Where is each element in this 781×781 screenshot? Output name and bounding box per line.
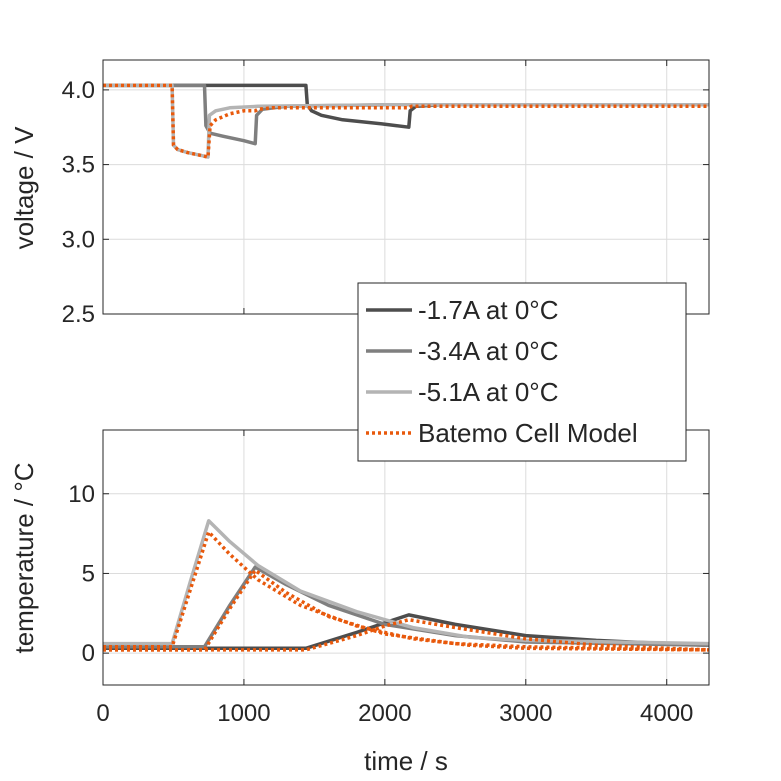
legend-label-2: -3.4A at 0°C	[418, 336, 558, 366]
voltage-plot: 2.5 3.0 3.5 4.0	[62, 59, 710, 328]
temperature-series-4	[103, 530, 710, 652]
temperature-xtick-label: 0	[96, 700, 109, 727]
time-xlabel: time / s	[364, 746, 448, 776]
temperature-plot: 0 5 10 0 1000 2000 3000 4000	[68, 429, 710, 727]
voltage-ytick-label: 4.0	[62, 77, 95, 104]
temperature-series-5	[103, 568, 710, 652]
voltage-ylabel: voltage / V	[9, 126, 39, 250]
temperature-xtick-label: 2000	[358, 700, 411, 727]
legend-box	[357, 282, 687, 462]
temperature-xtick-label: 1000	[217, 700, 270, 727]
temperature-xtick-label: 3000	[499, 700, 552, 727]
voltage-series-4	[103, 83, 709, 159]
temperature-ytick-label: 0	[82, 640, 95, 667]
voltage-plot-area	[103, 60, 709, 314]
legend: -1.7A at 0°C -3.4A at 0°C -5.1A at 0°C Bate…	[357, 282, 687, 462]
temperature-ylabel: temperature / °C	[9, 462, 39, 653]
temperature-series-6	[103, 617, 710, 652]
voltage-ytick-label: 3.0	[62, 226, 95, 253]
voltage-ytick-label: 3.5	[62, 152, 95, 179]
voltage-ytick-label: 2.5	[62, 301, 95, 328]
legend-label-4: Batemo Cell Model	[418, 418, 638, 448]
temperature-series-3	[103, 519, 710, 646]
temperature-xtick-label: 4000	[640, 700, 693, 727]
legend-label-3: -5.1A at 0°C	[418, 377, 558, 407]
temperature-ytick-label: 10	[68, 481, 95, 508]
temperature-ytick-label: 5	[82, 560, 95, 587]
legend-label-1: -1.7A at 0°C	[418, 295, 558, 325]
